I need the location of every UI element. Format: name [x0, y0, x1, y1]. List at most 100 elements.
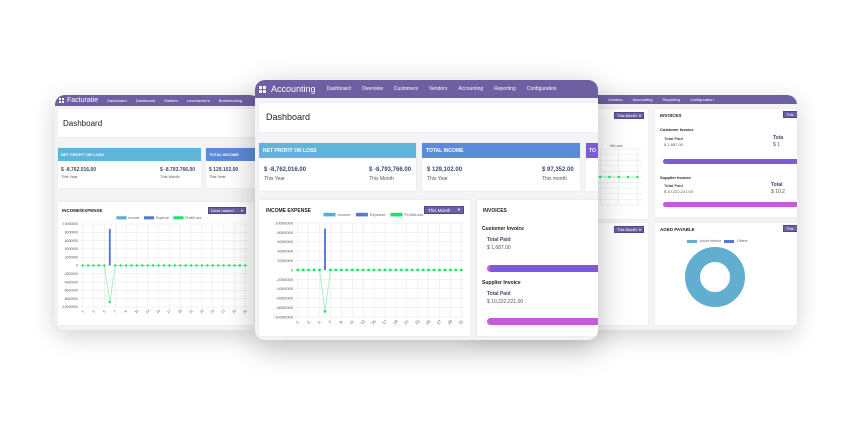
supplier-invoice-heading: Supplier Invoice	[660, 175, 691, 180]
total-paid-label: Total Paid	[487, 291, 511, 297]
nav-accounting[interactable]: Accounting	[458, 86, 484, 92]
profit-loss-point	[81, 264, 84, 267]
bar-expense	[108, 228, 111, 266]
profit-loss-point	[151, 264, 155, 267]
page-header: Dashboard	[58, 109, 258, 137]
profit-loss-point	[454, 268, 458, 272]
profit-loss-point	[173, 264, 177, 267]
profit-loss-point	[334, 268, 338, 272]
profit-loss-point	[157, 264, 160, 267]
total-label-2: Total	[771, 182, 783, 188]
x-tick-label: 3	[306, 319, 312, 325]
y-tick-label: -8000000	[276, 305, 294, 310]
legend-swatch	[687, 239, 697, 243]
period-select[interactable]: This	[783, 225, 797, 232]
y-tick-label: 6000000	[277, 239, 293, 244]
profit-loss-point	[222, 264, 225, 267]
profit-loss-point	[438, 268, 441, 272]
x-tick-label: 29	[447, 318, 454, 325]
nav-reporting[interactable]: Reporting	[662, 97, 680, 102]
nav-customers[interactable]: Customers	[393, 86, 419, 92]
customer-invoice-heading: Customer Invoice	[660, 127, 694, 132]
nav-overview[interactable]: Overview	[362, 86, 383, 92]
legend-swatch	[323, 212, 336, 217]
total-paid-label: Total Paid	[664, 136, 683, 141]
y-tick-label: 0	[76, 264, 78, 268]
customer-invoice-heading: Customer Invoice	[482, 226, 524, 232]
profit-loss-point	[389, 268, 392, 272]
x-tick-label: 29	[231, 309, 237, 315]
nav-item[interactable]: Dashboard	[135, 98, 156, 103]
period-select[interactable]: This Month ▾	[424, 206, 464, 214]
profit-loss-point	[399, 268, 403, 272]
nav-dashboard[interactable]: Dashboard	[326, 86, 351, 92]
profit-loss-point	[312, 268, 316, 272]
x-tick-label: 31	[242, 309, 248, 315]
supplier-invoice-bar	[487, 318, 598, 325]
profit-loss-point	[372, 268, 376, 272]
y-tick-label: 10000000	[63, 222, 78, 226]
y-tick-label: -4000000	[276, 286, 294, 291]
legend-swatch	[173, 216, 184, 220]
brand[interactable]: Facturatie	[59, 97, 98, 104]
profit-loss-point	[227, 264, 231, 267]
chevron-down-icon: ▾	[638, 113, 641, 118]
x-tick-label: 17	[381, 318, 388, 325]
nav-configuration[interactable]: Configuration	[526, 86, 557, 92]
income-expense-card: INCOME/EXPENSE Deze maand ▾ Income Expense…	[58, 202, 254, 325]
kpi-net-profit: NET PROFIT OR LOSS $ -8.762.016,00 This …	[58, 148, 201, 188]
profit-loss-point	[141, 264, 144, 267]
y-tick-label: 2000000	[277, 258, 293, 263]
aged-payable-title: AGED PAYABLE	[660, 227, 695, 232]
nav-configuration[interactable]: Configuration	[689, 97, 714, 102]
x-tick-label: 13	[359, 318, 366, 325]
profit-loss-point	[367, 268, 370, 272]
legend-label: Profit/Loss	[405, 212, 424, 217]
profit-loss-point	[378, 268, 381, 272]
nav-reporting[interactable]: Reporting	[494, 86, 516, 92]
profit-loss-point	[421, 268, 425, 272]
aged-payable-donut	[685, 247, 745, 307]
y-tick-label: -6000000	[276, 296, 294, 301]
x-tick-label: 7	[327, 319, 333, 325]
period-select[interactable]: Deze maand ▾	[208, 207, 246, 214]
apps-grid-icon	[59, 98, 64, 103]
nav-accounting[interactable]: Accounting	[632, 97, 653, 102]
y-tick-label: 8000000	[277, 230, 293, 235]
page-header: Dashboard	[259, 103, 598, 132]
profit-loss-point	[97, 264, 101, 267]
profit-loss-point	[356, 268, 360, 272]
nav-item[interactable]: Dashboard	[107, 98, 127, 103]
x-tick-label: 5	[316, 319, 322, 325]
nav-item[interactable]: Boekhouding	[218, 98, 243, 103]
period-select[interactable]: This Month ▾	[614, 226, 644, 233]
aged-payable-card: AGED PAYABLE This Azure Interior Others	[655, 223, 797, 325]
x-tick-label: 19	[177, 309, 183, 315]
profit-loss-point	[323, 309, 327, 313]
legend-swatch	[724, 239, 735, 243]
customer-invoice-bar	[487, 265, 598, 272]
x-tick-label: 23	[414, 318, 421, 325]
profit-loss-point	[599, 175, 602, 179]
y-tick-label: -10000000	[62, 305, 78, 309]
donut-legend: Azure Interior Others	[687, 239, 748, 243]
x-tick-label: 19	[392, 318, 399, 325]
profit-loss-point	[427, 268, 430, 272]
period-select[interactable]: This	[783, 111, 797, 118]
x-tick-label: 21	[188, 309, 194, 315]
brand[interactable]: Accounting	[259, 84, 316, 94]
x-tick-label: 17	[166, 309, 172, 315]
profit-loss-point	[432, 268, 436, 272]
legend-fragment: fit/Loss	[610, 143, 623, 148]
profit-loss-point	[162, 264, 166, 267]
nav-item[interactable]: Klanten	[164, 98, 178, 103]
profit-loss-point	[114, 264, 117, 267]
profit-loss-point	[617, 175, 620, 179]
nav-vendors[interactable]: Vendors	[608, 97, 623, 102]
period-select[interactable]: This Month ▾	[614, 112, 644, 119]
y-tick-label: 0	[291, 267, 294, 272]
profit-loss-point	[383, 268, 387, 272]
nav-vendors[interactable]: Vendors	[429, 86, 448, 92]
profit-loss-point	[301, 268, 305, 272]
nav-item[interactable]: Leveranciers	[186, 98, 210, 103]
